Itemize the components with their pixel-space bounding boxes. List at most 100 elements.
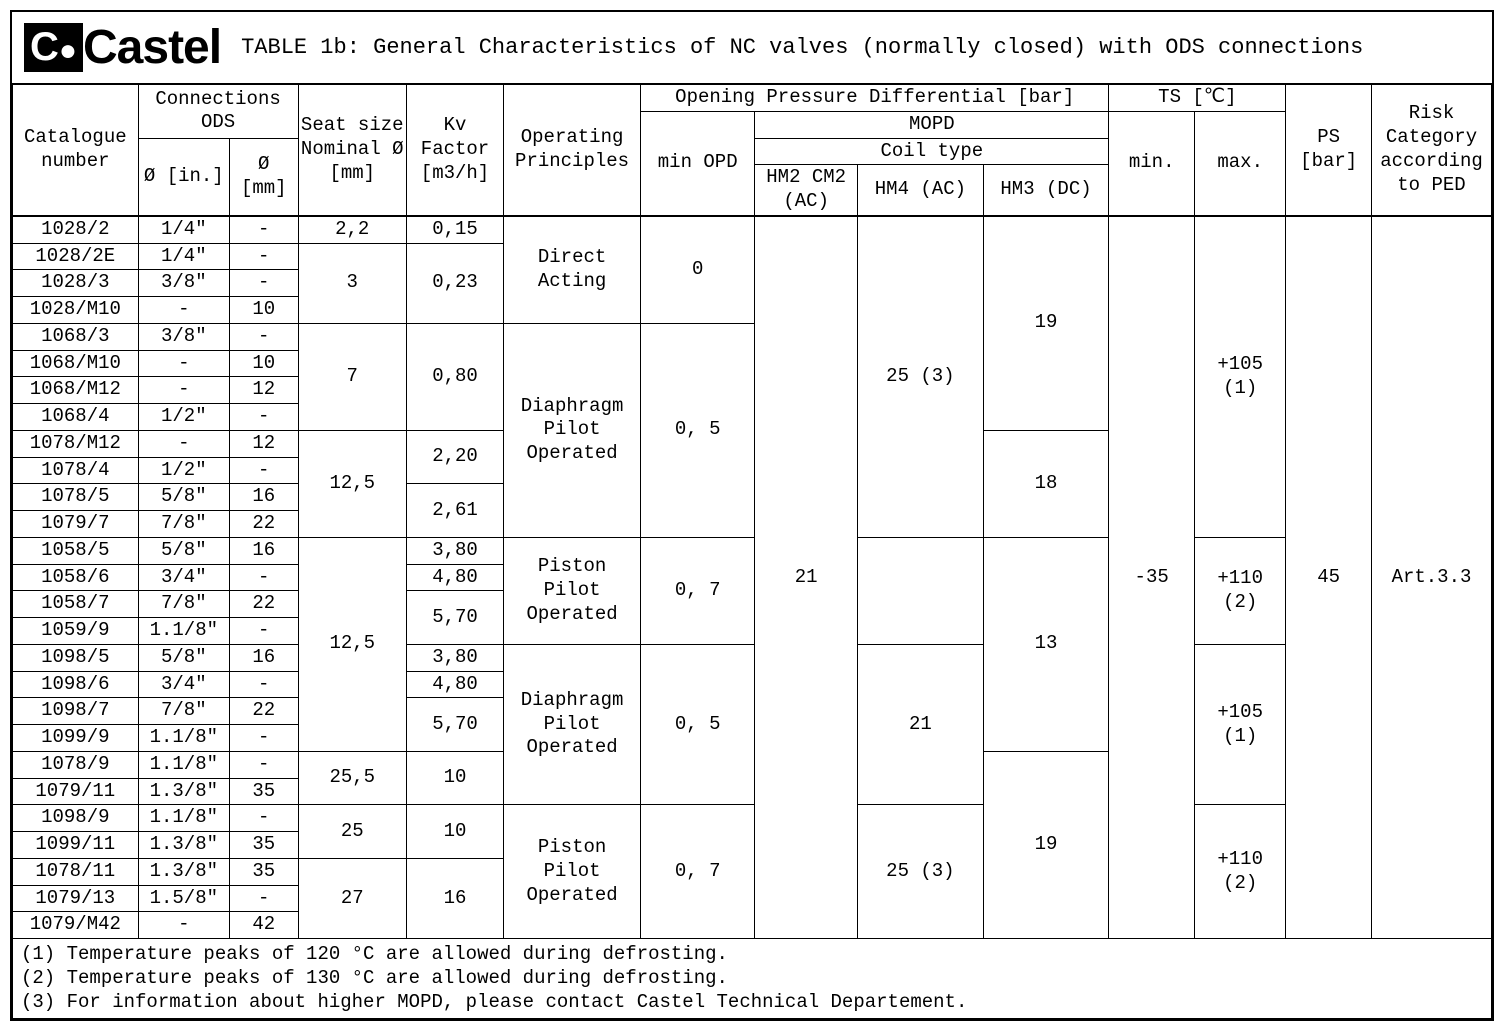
cell-cat: 1098/6 <box>13 671 139 698</box>
cell-mm: 12 <box>229 430 298 457</box>
cell-in: 3/8" <box>138 323 229 350</box>
cell-cat: 1098/9 <box>13 805 139 832</box>
cell-tsmax: +110 (2) <box>1194 537 1285 644</box>
cell-seat: 12,5 <box>298 537 406 751</box>
cell-cat: 1078/M12 <box>13 430 139 457</box>
cell-in: 1.1/8" <box>138 618 229 645</box>
cell-hm4: 21 <box>858 644 984 805</box>
cell-in: 1.5/8" <box>138 885 229 912</box>
cell-mm: 16 <box>229 484 298 511</box>
cell-op: Diaphragm Pilot Operated <box>504 323 641 537</box>
cell-mm: 12 <box>229 377 298 404</box>
h-ts-min: min. <box>1109 111 1195 216</box>
h-risk: Risk Category according to PED <box>1372 85 1492 216</box>
cell-in: 7/8" <box>138 698 229 725</box>
cell-minopd: 0, 5 <box>641 323 755 537</box>
cell-seat: 3 <box>298 243 406 323</box>
cell-tsmax: +105 (1) <box>1194 644 1285 805</box>
cell-seat: 7 <box>298 323 406 430</box>
cell-mm: 22 <box>229 511 298 538</box>
cell-hm3: 19 <box>983 751 1109 938</box>
cell-in: - <box>138 297 229 324</box>
cell-cat: 1079/13 <box>13 885 139 912</box>
h-hm2: HM2 CM2 (AC) <box>755 165 858 216</box>
cell-mm: 16 <box>229 537 298 564</box>
footnotes: (1) Temperature peaks of 120 °C are allo… <box>13 939 1492 1019</box>
cell-cat: 1058/7 <box>13 591 139 618</box>
cell-in: 3/4" <box>138 671 229 698</box>
cell-mm: - <box>229 243 298 270</box>
cell-kv: 0,80 <box>406 323 503 430</box>
cell-mm: - <box>229 885 298 912</box>
cell-kv: 3,80 <box>406 537 503 564</box>
footnote-2: (2) Temperature peaks of 130 °C are allo… <box>21 967 1483 991</box>
cell-kv: 2,61 <box>406 484 503 538</box>
cell-kv: 4,80 <box>406 671 503 698</box>
cell-cat: 1028/3 <box>13 270 139 297</box>
cell-tsmax: +110 (2) <box>1194 805 1285 939</box>
table-body: 1028/2 1/4" - 2,2 0,15 Direct Acting 0 2… <box>13 216 1492 1019</box>
cell-minopd: 0, 7 <box>641 537 755 644</box>
h-opd-group: Opening Pressure Differential [bar] <box>641 85 1109 111</box>
cell-hm3: 13 <box>983 537 1109 751</box>
cell-mm: 16 <box>229 644 298 671</box>
cell-in: 1.1/8" <box>138 805 229 832</box>
cell-ps: 45 <box>1286 216 1372 939</box>
cell-cat: 1068/M10 <box>13 350 139 377</box>
cell-cat: 1068/3 <box>13 323 139 350</box>
cell-seat: 27 <box>298 858 406 938</box>
h-kv: Kv Factor [m3/h] <box>406 85 503 216</box>
cell-mm: - <box>229 671 298 698</box>
cell-cat: 1058/6 <box>13 564 139 591</box>
cell-cat: 1079/7 <box>13 511 139 538</box>
cell-op: Diaphragm Pilot Operated <box>504 644 641 805</box>
cell-mm: 22 <box>229 591 298 618</box>
page-container: C● Castel TABLE 1b: General Characterist… <box>10 10 1494 1021</box>
cell-in: 3/8" <box>138 270 229 297</box>
cell-in: 1.3/8" <box>138 858 229 885</box>
cell-mm: 35 <box>229 778 298 805</box>
cell-in: 7/8" <box>138 511 229 538</box>
cell-kv: 2,20 <box>406 430 503 484</box>
cell-in: 1.3/8" <box>138 832 229 859</box>
cell-mm: - <box>229 618 298 645</box>
cell-hm4 <box>858 537 984 644</box>
cell-in: - <box>138 350 229 377</box>
cell-mm: - <box>229 404 298 431</box>
cell-in: 7/8" <box>138 591 229 618</box>
cell-mm: - <box>229 323 298 350</box>
cell-mm: - <box>229 751 298 778</box>
cell-seat: 25 <box>298 805 406 859</box>
cell-cat: 1078/5 <box>13 484 139 511</box>
cell-seat: 25,5 <box>298 751 406 805</box>
cell-in: - <box>138 377 229 404</box>
table-title: TABLE 1b: General Characteristics of NC … <box>241 35 1480 60</box>
cell-mm: - <box>229 216 298 243</box>
brand-logo: C● Castel <box>24 20 221 75</box>
cell-kv: 3,80 <box>406 644 503 671</box>
h-hm4: HM4 (AC) <box>858 165 984 216</box>
cell-in: 5/8" <box>138 644 229 671</box>
cell-kv: 0,23 <box>406 243 503 323</box>
cell-tsmin: -35 <box>1109 216 1195 939</box>
cell-tsmax: +105 (1) <box>1194 216 1285 538</box>
cell-cat: 1059/9 <box>13 618 139 645</box>
cell-mm: - <box>229 564 298 591</box>
cell-cat: 1078/11 <box>13 858 139 885</box>
cell-mm: 10 <box>229 297 298 324</box>
cell-in: 1/2" <box>138 404 229 431</box>
cell-cat: 1068/4 <box>13 404 139 431</box>
cell-cat: 1028/2 <box>13 216 139 243</box>
footnote-3: (3) For information about higher MOPD, p… <box>21 991 1483 1015</box>
cell-mm: 22 <box>229 698 298 725</box>
cell-kv: 0,15 <box>406 216 503 243</box>
cell-in: 5/8" <box>138 484 229 511</box>
cell-kv: 16 <box>406 858 503 938</box>
cell-hm4: 25 (3) <box>858 805 984 939</box>
cell-mm: - <box>229 457 298 484</box>
cell-hm3: 18 <box>983 430 1109 537</box>
cell-cat: 1079/11 <box>13 778 139 805</box>
cell-cat: 1099/11 <box>13 832 139 859</box>
cell-mm: 10 <box>229 350 298 377</box>
cell-kv: 5,70 <box>406 698 503 752</box>
